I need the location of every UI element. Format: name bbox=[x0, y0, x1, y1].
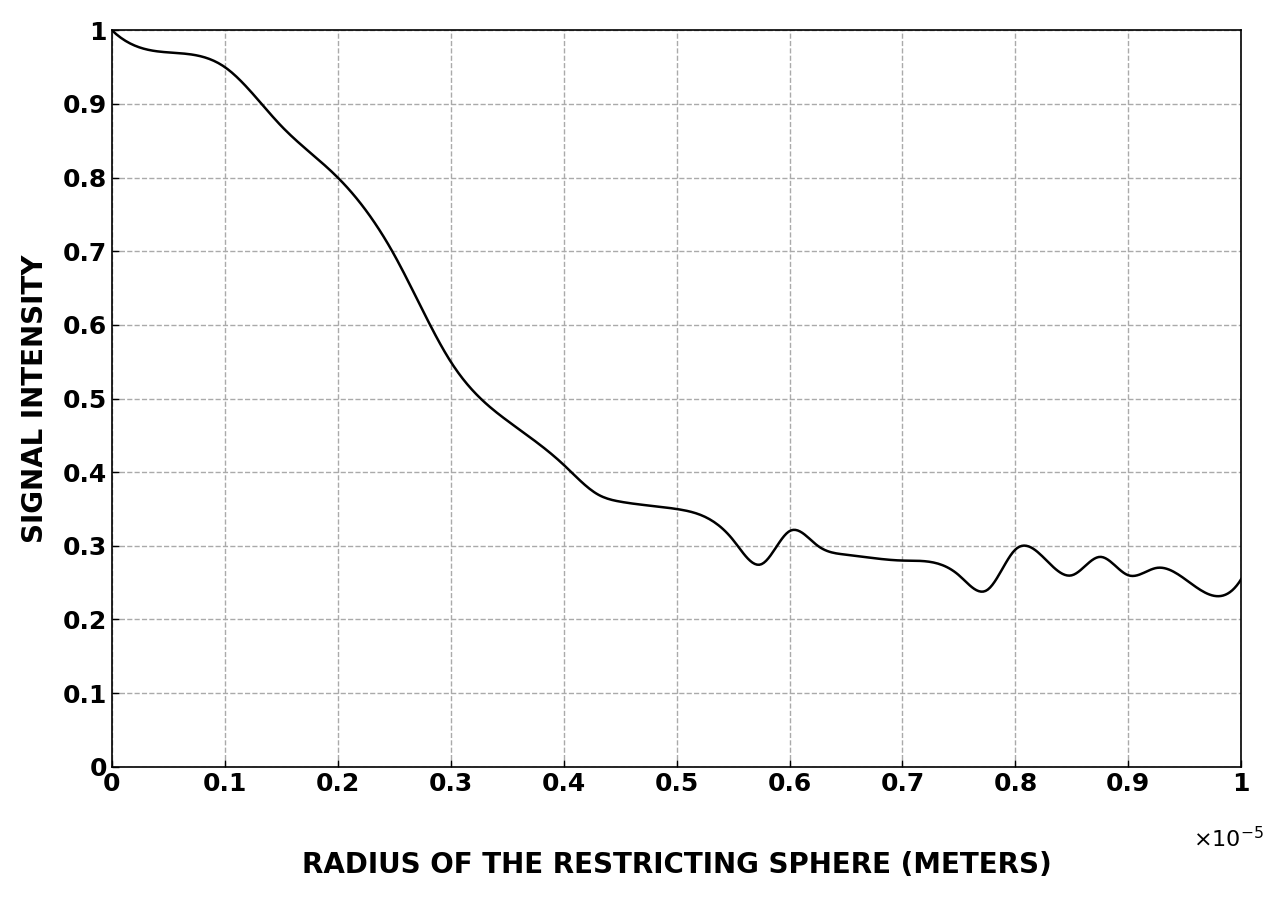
Y-axis label: SIGNAL INTENSITY: SIGNAL INTENSITY bbox=[21, 255, 49, 543]
Text: $\times10^{-5}$: $\times10^{-5}$ bbox=[1194, 825, 1264, 850]
X-axis label: RADIUS OF THE RESTRICTING SPHERE (METERS): RADIUS OF THE RESTRICTING SPHERE (METERS… bbox=[301, 851, 1051, 879]
